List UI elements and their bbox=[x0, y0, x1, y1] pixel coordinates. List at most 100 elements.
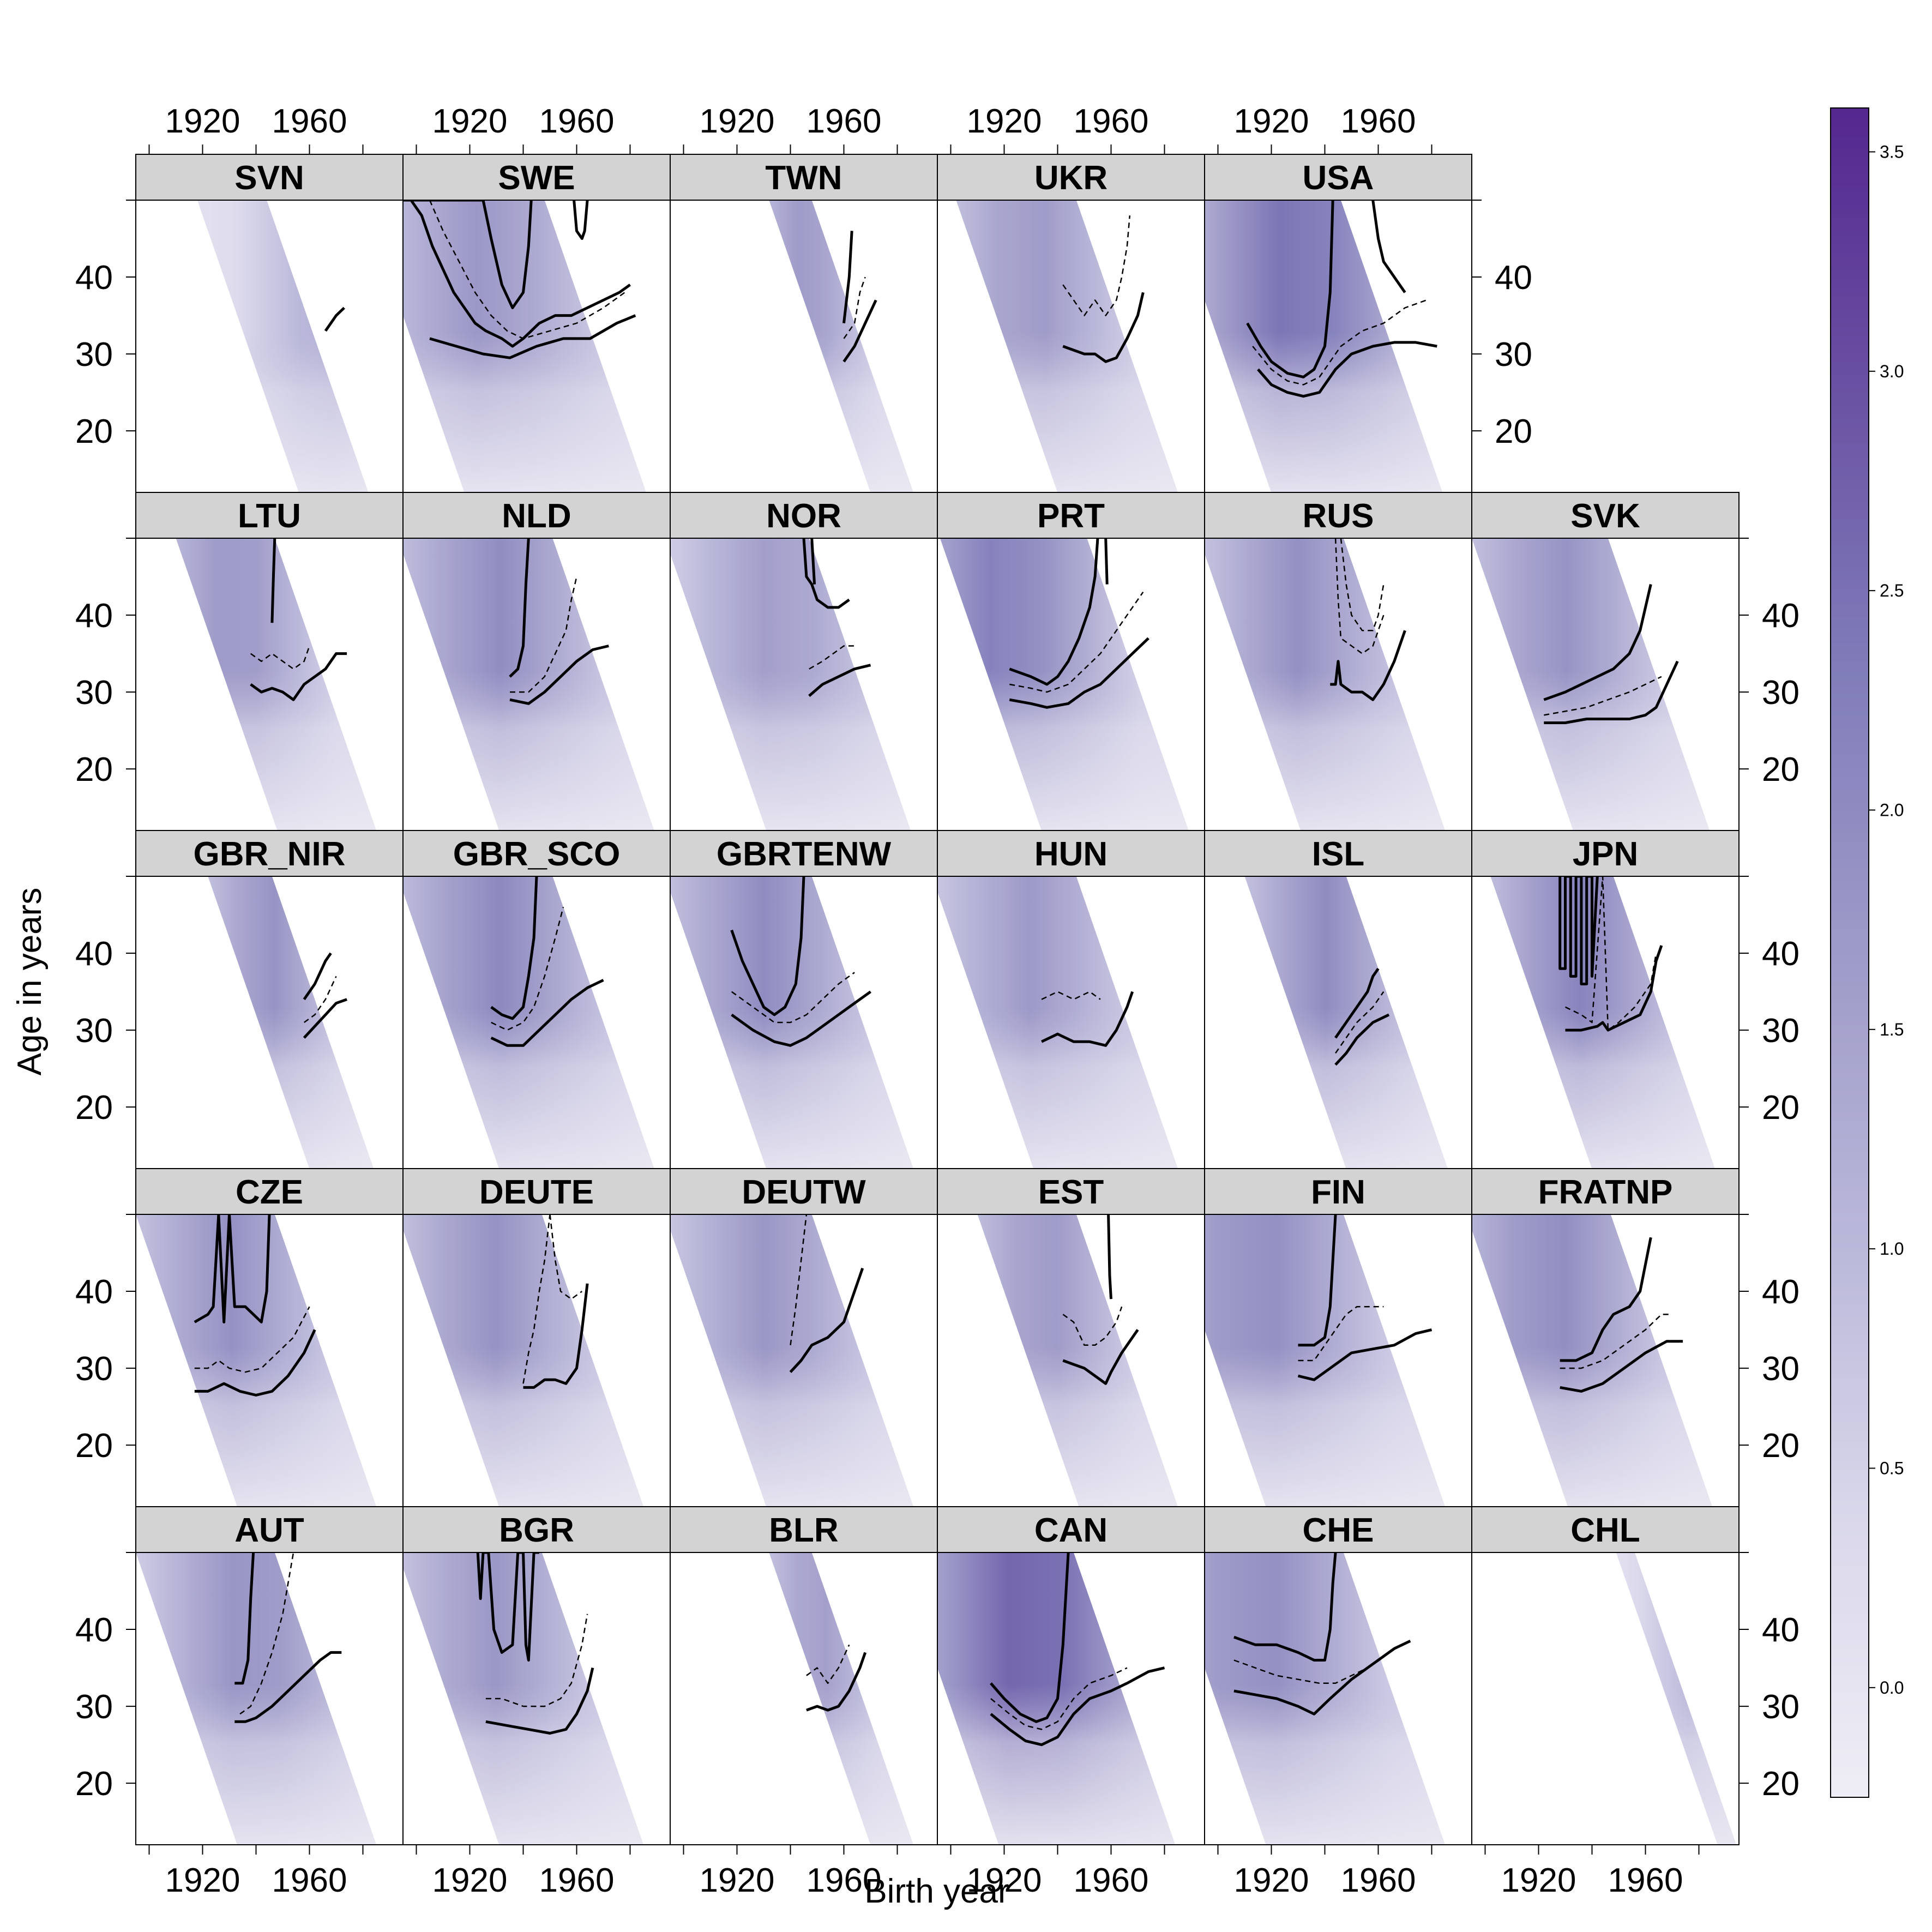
heat-shading-bgr bbox=[403, 1552, 643, 1845]
x-tick-label: 1960 bbox=[1074, 103, 1149, 140]
panel-strip-est bbox=[937, 1168, 1205, 1215]
x-tick-label: 1920 bbox=[165, 1862, 240, 1899]
contour-dashed-est-0 bbox=[1062, 1306, 1123, 1346]
contour-solid-deutw-1 bbox=[789, 1267, 864, 1373]
heat-shading-fratnp bbox=[1472, 1214, 1712, 1507]
contour-dashed-can-1 bbox=[990, 1667, 1128, 1730]
y-tick-label: 40 bbox=[75, 597, 113, 635]
heat-shading-nld bbox=[403, 538, 654, 830]
heat-shading-gbr-nir bbox=[208, 876, 374, 1169]
x-tick-label: 1960 bbox=[1341, 103, 1416, 140]
panel-title-svn: SVN bbox=[234, 159, 304, 197]
panel-ukr: UKR bbox=[937, 154, 1205, 493]
panel-title-deutw: DEUTW bbox=[742, 1173, 866, 1211]
y-tick-label: 40 bbox=[1762, 1273, 1799, 1311]
x-tick-label: 1920 bbox=[432, 103, 508, 140]
x-tick-label: 1920 bbox=[165, 103, 240, 140]
panel-est: EST bbox=[937, 1168, 1205, 1507]
contour-dashed-ukr-1 bbox=[1062, 215, 1131, 316]
y-tick-label: 30 bbox=[75, 336, 113, 374]
panel-strip-aut bbox=[135, 1506, 404, 1553]
contour-dashed-prt-1 bbox=[1009, 591, 1144, 693]
contour-solid-est-2 bbox=[1107, 1214, 1112, 1299]
contour-solid-aut-2 bbox=[234, 1651, 342, 1723]
contour-dashed-swe-2 bbox=[429, 200, 625, 340]
heat-shading-blr bbox=[769, 1552, 913, 1845]
contour-dashed-fratnp-1 bbox=[1560, 1314, 1672, 1369]
x-tick-label: 1920 bbox=[1234, 1862, 1309, 1899]
y-tick-label: 30 bbox=[1762, 1350, 1799, 1388]
contour-solid-gbrtenw-0 bbox=[730, 876, 805, 1016]
x-tick-label: 1960 bbox=[1341, 1862, 1416, 1899]
contour-solid-svk-2 bbox=[1544, 660, 1679, 724]
contour-dashed-cze-1 bbox=[194, 1306, 310, 1373]
x-tick-label: 1920 bbox=[1501, 1862, 1576, 1899]
contour-solid-prt-2 bbox=[1009, 637, 1149, 709]
panel-aut: AUT bbox=[135, 1506, 404, 1845]
colorbar-tick-label: 2.5 bbox=[1880, 581, 1904, 600]
y-tick-label: 30 bbox=[75, 1688, 113, 1726]
panel-title-blr: BLR bbox=[769, 1512, 838, 1549]
contour-solid-gbr-sco-2 bbox=[490, 979, 604, 1047]
y-tick-label: 20 bbox=[75, 413, 113, 450]
x-tick-label: 1920 bbox=[967, 1862, 1042, 1899]
contour-solid-ltu-0 bbox=[250, 652, 347, 701]
panel-title-fratnp: FRATNP bbox=[1538, 1173, 1673, 1211]
contour-solid-usa-3 bbox=[1371, 200, 1406, 293]
contour-solid-nld-2 bbox=[509, 645, 609, 705]
contour-dashed-jpn-1 bbox=[1564, 876, 1657, 1031]
contour-dashed-che-1 bbox=[1233, 1659, 1368, 1684]
x-tick-label: 1920 bbox=[967, 103, 1042, 140]
panel-title-gbr-sco: GBR_SCO bbox=[453, 835, 621, 873]
panel-title-che: CHE bbox=[1303, 1512, 1374, 1549]
panel-can: CAN bbox=[937, 1506, 1205, 1845]
panel-rus: RUS bbox=[1204, 492, 1472, 831]
heat-shading-cze bbox=[136, 1214, 376, 1507]
contour-solid-prt-0 bbox=[1009, 538, 1099, 686]
contour-solid-can-0 bbox=[990, 1552, 1070, 1723]
panel-gbr-nir: GBR_NIR bbox=[135, 830, 404, 1169]
heat-shading-rus bbox=[1205, 538, 1445, 830]
contour-solid-che-0 bbox=[1233, 1552, 1337, 1662]
heat-shading-deute bbox=[403, 1214, 643, 1507]
contour-dashed-svk-1 bbox=[1544, 676, 1662, 716]
contour-dashed-rus-1 bbox=[1334, 538, 1385, 654]
colorbar-scale bbox=[1830, 107, 1869, 1798]
x-tick-label: 1960 bbox=[272, 103, 347, 140]
colorbar-tick-label: 2.0 bbox=[1880, 800, 1904, 820]
heat-shading-gbr-sco bbox=[403, 876, 654, 1169]
panel-title-cze: CZE bbox=[236, 1173, 303, 1211]
panel-title-hun: HUN bbox=[1034, 835, 1108, 873]
contour-solid-nor-3 bbox=[808, 664, 871, 697]
panel-title-prt: PRT bbox=[1037, 497, 1105, 535]
y-tick-label: 30 bbox=[75, 1350, 113, 1388]
contour-dashed-hun-0 bbox=[1041, 991, 1101, 1000]
panel-strip-rus bbox=[1204, 492, 1472, 539]
y-tick-label: 40 bbox=[1762, 935, 1799, 973]
contour-solid-swe-0 bbox=[403, 200, 533, 309]
heat-shading-usa bbox=[1205, 200, 1443, 492]
contour-solid-hun-1 bbox=[1041, 991, 1134, 1047]
contour-dashed-ltu-1 bbox=[250, 646, 310, 670]
panel-title-svk: SVK bbox=[1570, 497, 1640, 535]
contour-dashed-twn-1 bbox=[843, 276, 866, 339]
heat-shading-can bbox=[937, 1552, 1176, 1845]
contour-solid-usa-2 bbox=[1257, 341, 1437, 398]
panel-strip-nld bbox=[402, 492, 671, 539]
y-tick-label: 40 bbox=[1762, 597, 1799, 635]
panel-title-est: EST bbox=[1038, 1173, 1104, 1211]
contour-solid-cze-0 bbox=[194, 1214, 271, 1323]
panel-strip-fratnp bbox=[1471, 1168, 1740, 1215]
contour-solid-ltu-2 bbox=[270, 538, 276, 623]
panel-gbrtenw: GBRTENW bbox=[670, 830, 938, 1169]
axes-layer: 1920 1960 1920 1960 1920 1960 1920 1960 1920 1960… bbox=[75, 103, 1799, 1899]
x-tick-label: 1960 bbox=[806, 1862, 882, 1899]
panel-strip-prt bbox=[937, 492, 1205, 539]
heat-shading-aut bbox=[136, 1552, 376, 1845]
panel-title-usa: USA bbox=[1303, 159, 1374, 197]
y-tick-label: 20 bbox=[75, 751, 113, 789]
panel-strip-deutw bbox=[670, 1168, 938, 1215]
heat-shading-svk bbox=[1472, 538, 1710, 830]
heat-shading-deutw bbox=[670, 1214, 913, 1507]
panel-strip-chl bbox=[1471, 1506, 1740, 1553]
